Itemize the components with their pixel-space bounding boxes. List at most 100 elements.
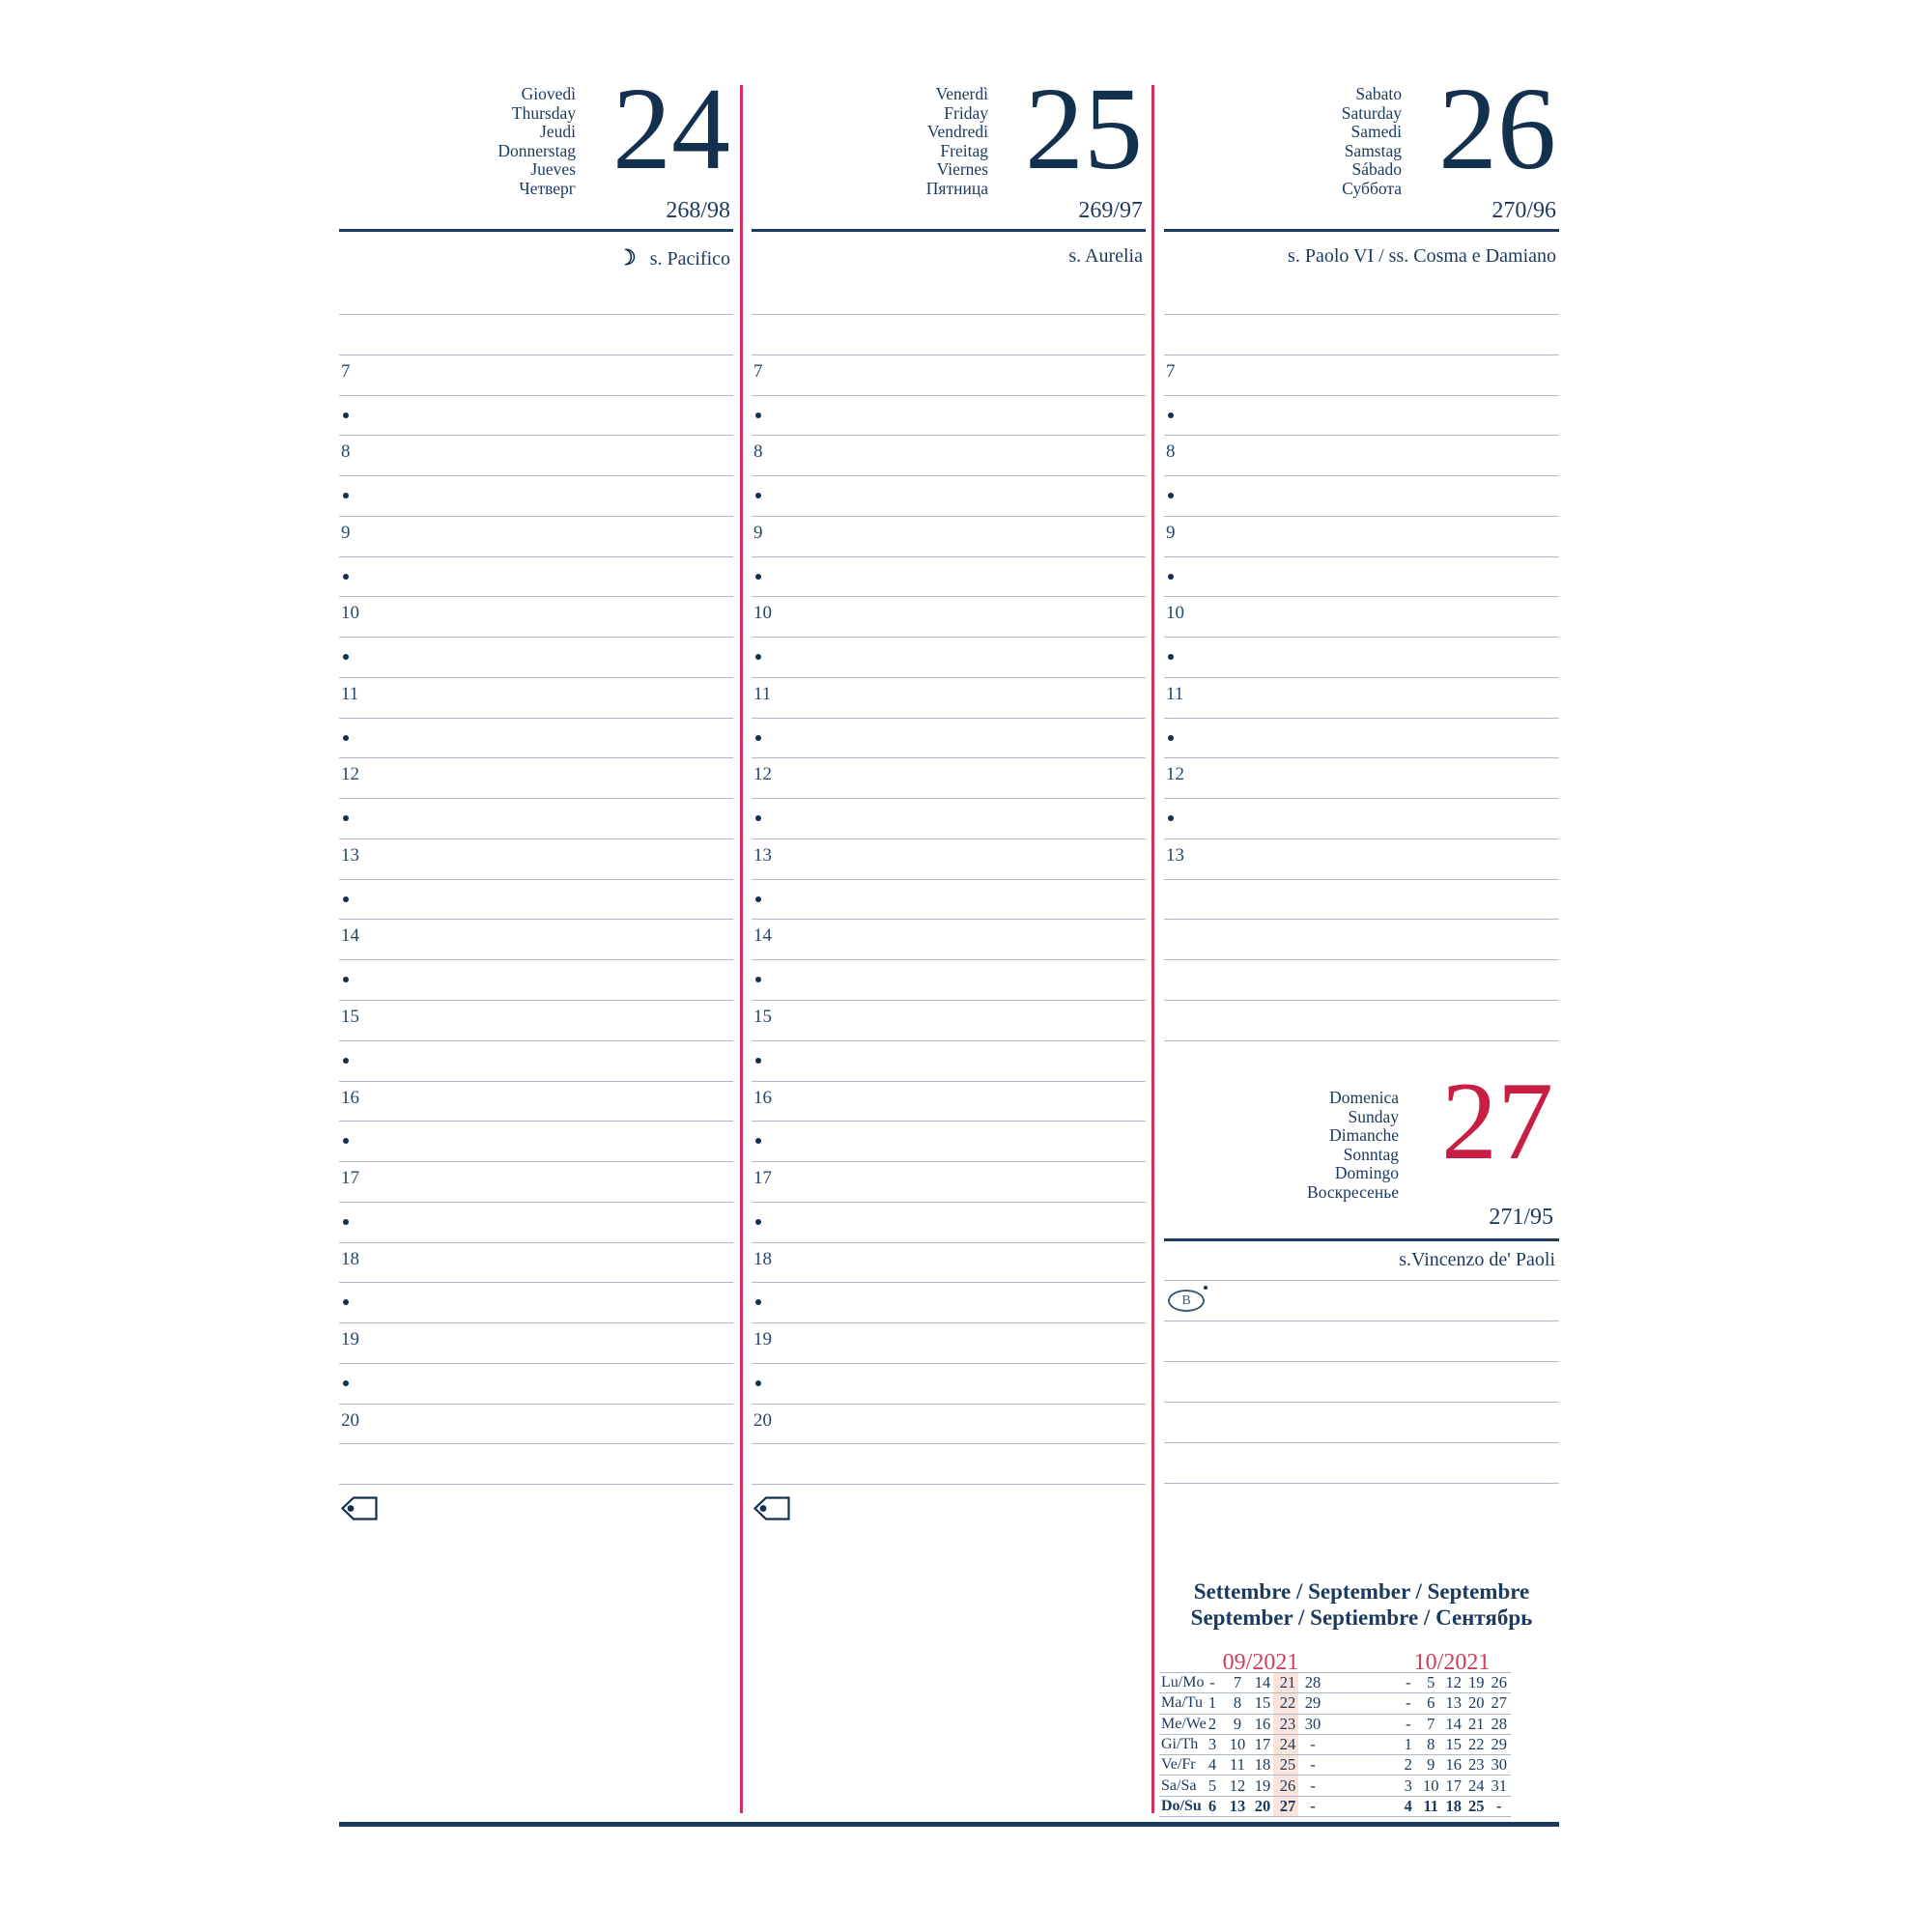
half-hour-dot-icon <box>343 1379 349 1386</box>
calendar-day-cell: 7 <box>1233 1673 1242 1692</box>
calendar-day-cell: 27 <box>1279 1796 1296 1815</box>
half-hour-dot-icon <box>755 412 761 418</box>
day-column-thursday-24: Giovedì Thursday Jeudi Donnerstag Jueves Четв… <box>339 0 733 1932</box>
half-hour-row <box>752 880 1146 921</box>
day-header: Giovedì Thursday Jeudi Donnerstag Jueves Четв… <box>339 71 733 232</box>
hour-label: 14 <box>341 925 359 947</box>
hour-label: 15 <box>753 1007 772 1028</box>
hour-label: 8 <box>753 441 763 463</box>
hour-label: 7 <box>1166 360 1176 382</box>
day-name-line: Thursday <box>511 102 576 123</box>
day-names: Sabato Saturday Samedi Samstag Sábado Суббота <box>1342 84 1402 199</box>
calendar-day-cell: 28 <box>1491 1714 1508 1733</box>
hour-row: 8 <box>1164 436 1559 477</box>
day-name-line: Sábado <box>1351 159 1402 180</box>
calendar-day-cell: 21 <box>1279 1673 1296 1692</box>
calendar-day-cell: 21 <box>1468 1714 1485 1733</box>
calendar-day-cell: 12 <box>1229 1776 1246 1795</box>
hour-row: 19 <box>752 1323 1146 1364</box>
hour-label: 13 <box>1166 844 1184 866</box>
half-hour-row <box>1164 557 1559 598</box>
blank-writing-line <box>752 315 1146 355</box>
calendar-day-cell: - <box>1310 1776 1316 1795</box>
calendar-day-cell: 9 <box>1233 1714 1242 1733</box>
blank-writing-line <box>1164 1321 1559 1362</box>
calendar-day-cell: - <box>1496 1796 1502 1815</box>
half-hour-row <box>752 396 1146 437</box>
hour-row: 20 <box>752 1405 1146 1445</box>
day-name-line: Dimanche <box>1329 1125 1399 1146</box>
half-hour-dot-icon <box>343 895 349 902</box>
saint-row: s.Vincenzo de' Paoli <box>1164 1241 1559 1281</box>
hour-row: 7 <box>1164 355 1559 396</box>
hour-row: 8 <box>752 436 1146 477</box>
half-hour-row <box>752 960 1146 1002</box>
half-hour-row <box>752 1283 1146 1324</box>
hour-label: 17 <box>753 1168 772 1189</box>
mini-calendar-title-line1: Settembre / September / Septembre <box>1193 1579 1530 1604</box>
calendar-day-cell: - <box>1406 1714 1411 1733</box>
calendar-day-cell: 16 <box>1254 1714 1271 1733</box>
half-hour-dot-icon <box>343 1057 349 1064</box>
day-column-saturday-26: Sabato Saturday Samedi Samstag Sábado Суббота… <box>1164 0 1559 1932</box>
calendar-row: Do/Su 6 13 20 27-4 11 18 25- <box>1159 1796 1511 1818</box>
day-number: 25 <box>1025 64 1143 194</box>
calendar-day-cell: 1 <box>1404 1735 1412 1754</box>
calendar-day-cell: 27 <box>1491 1693 1508 1713</box>
half-hour-row <box>339 1203 733 1243</box>
day-names: Domenica Sunday Dimanche Sonntag Domingo Воск… <box>1307 1088 1399 1203</box>
day-name-line: Domingo <box>1334 1163 1399 1183</box>
hour-row: 11 <box>1164 678 1559 719</box>
half-hour-row <box>339 799 733 839</box>
calendar-day-cell: 8 <box>1233 1693 1242 1713</box>
hour-label: 16 <box>753 1087 772 1108</box>
calendar-row: Me/We 2 9 16 23 30 -7 14 21 28 <box>1159 1715 1511 1735</box>
hour-row: 14 <box>752 920 1146 961</box>
calendar-day-cell: 16 <box>1445 1755 1463 1775</box>
half-hour-row <box>1164 476 1559 517</box>
blank-writing-line <box>339 1444 733 1486</box>
calendar-row-label: Ve/Fr <box>1161 1756 1196 1774</box>
calendar-row: Lu/Mo -7 14 21 28-5 12 19 26 <box>1159 1673 1511 1694</box>
half-hour-dot-icon <box>755 895 761 902</box>
calendar-day-cell: 13 <box>1229 1796 1246 1815</box>
sunday-header: Domenica Sunday Dimanche Sonntag Domingo Воск… <box>1164 1040 1559 1241</box>
half-hour-row <box>339 1041 733 1082</box>
hour-label: 9 <box>1166 522 1176 543</box>
hour-label: 12 <box>753 764 772 785</box>
day-name-line: Суббота <box>1342 178 1402 198</box>
day-column-friday-25: Venerdì Friday Vendredi Freitag Viernes Пятни… <box>752 0 1146 1932</box>
day-number: 24 <box>612 64 730 194</box>
calendar-day-cell: 12 <box>1445 1673 1463 1692</box>
half-hour-row <box>752 1041 1146 1082</box>
hour-label: 7 <box>341 360 351 382</box>
calendar-day-cell: 10 <box>1229 1735 1246 1754</box>
moon-phase-icon: ☽ <box>616 245 637 270</box>
day-name-line: Freitag <box>940 140 988 160</box>
calendar-day-cell: 2 <box>1208 1714 1217 1733</box>
calendar-row-label: Lu/Mo <box>1161 1674 1205 1691</box>
hour-label: 11 <box>1166 683 1184 704</box>
calendar-row-label: Me/We <box>1161 1715 1207 1732</box>
hour-row: 8 <box>339 436 733 477</box>
calendar-day-cell: 6 <box>1427 1693 1435 1713</box>
blank-writing-line <box>1164 1362 1559 1403</box>
half-hour-row <box>752 476 1146 517</box>
calendar-day-cell: 23 <box>1468 1755 1485 1775</box>
saint-name: s. Pacifico <box>649 248 730 270</box>
half-hour-row <box>752 638 1146 678</box>
calendar-day-cell: 26 <box>1491 1673 1508 1692</box>
calendar-row-label: Sa/Sa <box>1161 1776 1197 1794</box>
saint-row: s. Aurelia <box>752 232 1146 314</box>
page-bottom-rule <box>339 1822 1559 1827</box>
half-hour-dot-icon <box>755 1138 761 1145</box>
half-hour-row <box>339 638 733 678</box>
day-name-line: Четверг <box>519 178 576 198</box>
calendar-day-cell: 14 <box>1445 1714 1463 1733</box>
calendar-day-cell: 19 <box>1468 1673 1485 1692</box>
hour-label: 8 <box>341 441 351 463</box>
calendar-row: Sa/Sa 5 12 19 26- 3 10 17 24 31 <box>1159 1776 1511 1797</box>
half-hour-dot-icon <box>343 654 349 661</box>
hour-row: 10 <box>752 597 1146 639</box>
